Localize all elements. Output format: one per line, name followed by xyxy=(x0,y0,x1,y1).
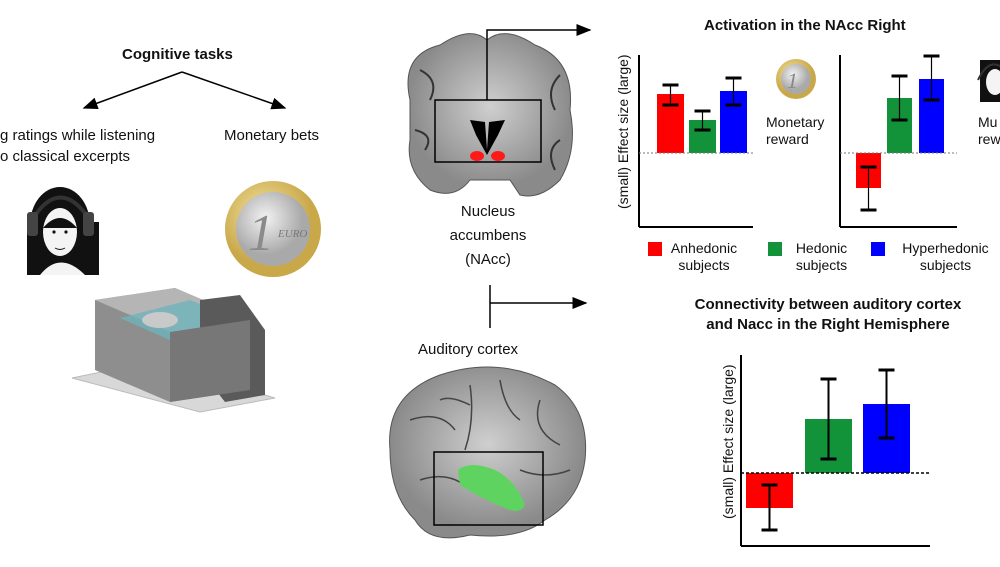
monetary-reward-label: Monetary reward xyxy=(766,114,824,148)
legend-hyperhedonic: Hyperhedonic subjects xyxy=(893,240,998,274)
auditory-roi-box xyxy=(433,451,544,526)
music-reward-line1: Mu xyxy=(978,114,998,130)
connectivity-title: Connectivity between auditory cortex and… xyxy=(658,295,998,335)
nacc-label: Nucleus accumbens (NAcc) xyxy=(418,200,558,272)
legend-swatch-hedonic xyxy=(768,242,782,256)
task-music-line2: o classical excerpts xyxy=(0,148,131,165)
legend-hedonic-line1: Hedonic xyxy=(795,240,848,256)
auditory-cortex-label: Auditory cortex xyxy=(418,341,519,358)
activation-title: Activation in the NAcc Right xyxy=(704,17,906,34)
y-axis-label-top: (small) Effect size (large) xyxy=(615,54,631,209)
cognitive-tasks-title: Cognitive tasks xyxy=(122,46,233,63)
task-arrows xyxy=(82,71,287,110)
nacc-roi-box xyxy=(434,99,542,163)
music-reward-line2: rew xyxy=(978,131,1000,147)
headphone-portrait-small-icon xyxy=(977,60,1000,102)
euro-coin-small-icon: 1 xyxy=(776,59,816,99)
legend-swatch-hyperhedonic xyxy=(871,242,885,256)
euro-coin-icon: 1 EURO xyxy=(225,181,321,277)
nacc-arrow xyxy=(486,24,592,100)
monetary-reward-line2: reward xyxy=(766,131,809,147)
mri-scanner-icon xyxy=(71,288,276,413)
task-music-line1: g ratings while listening xyxy=(0,127,156,144)
legend-anhedonic-line2: subjects xyxy=(678,257,730,273)
coronal-brain-image xyxy=(407,24,592,197)
y-axis-label-bottom: (small) Effect size (large) xyxy=(720,364,736,519)
music-reward-label: Mu rew xyxy=(978,114,1000,148)
legend-anhedonic: Anhedonic subjects xyxy=(664,240,744,274)
nacc-line3: (NAcc) xyxy=(465,251,511,268)
coin-text: EURO xyxy=(277,228,307,240)
legend-hyperhedonic-line2: subjects xyxy=(919,257,972,273)
svg-text:1: 1 xyxy=(787,68,798,93)
legend-hedonic-line2: subjects xyxy=(795,257,848,273)
nacc-line1: Nucleus xyxy=(460,203,516,220)
nacc-line2: accumbens xyxy=(449,227,527,244)
charts xyxy=(638,54,957,547)
legend-hyperhedonic-line1: Hyperhedonic xyxy=(902,240,989,256)
legend-anhedonic-line1: Anhedonic xyxy=(670,240,738,256)
task-money-label: Monetary bets xyxy=(224,127,320,144)
monetary-reward-line1: Monetary xyxy=(766,114,825,130)
legend-swatch-anhedonic xyxy=(648,242,662,256)
coin-number: 1 xyxy=(248,205,274,262)
connectivity-title-line2: and Nacc in the Right Hemisphere xyxy=(706,316,950,333)
connectivity-title-line1: Connectivity between auditory cortex xyxy=(694,296,962,313)
connectivity-arrow xyxy=(489,285,588,328)
lateral-brain-image xyxy=(389,366,587,539)
headphone-portrait-icon xyxy=(27,187,99,275)
legend-hedonic: Hedonic subjects xyxy=(784,240,859,274)
